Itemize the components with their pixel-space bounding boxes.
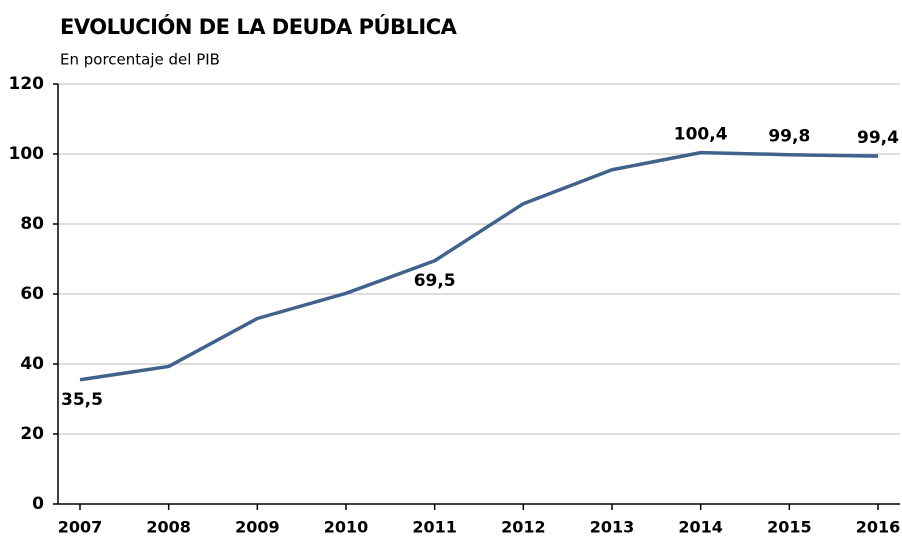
- data-label: 99,4: [857, 128, 899, 148]
- x-tick-label: 2016: [856, 518, 901, 537]
- data-label: 35,5: [61, 390, 103, 410]
- y-tick-label: 0: [32, 494, 44, 514]
- y-tick-label: 40: [20, 354, 44, 374]
- data-label: 69,5: [414, 271, 456, 291]
- y-tick-label: 80: [20, 214, 44, 234]
- data-label: 99,8: [768, 127, 810, 147]
- data-line: [79, 150, 879, 382]
- x-tick-label: 2007: [58, 518, 103, 537]
- x-tick-label: 2013: [590, 518, 635, 537]
- x-tick-label: 2012: [501, 518, 546, 537]
- x-tick-label: 2008: [146, 518, 191, 537]
- data-label: 100,4: [674, 125, 728, 145]
- chart-subtitle: En porcentaje del PIB: [60, 51, 220, 69]
- x-tick-label: 2014: [678, 518, 723, 537]
- y-tick-label: 20: [20, 424, 44, 444]
- y-tick-label: 120: [9, 74, 45, 94]
- x-tick-label: 2009: [235, 518, 280, 537]
- x-tick-label: 2011: [412, 518, 457, 537]
- chart-title: EVOLUCIÓN DE LA DEUDA PÚBLICA: [60, 14, 458, 39]
- x-tick-label: 2015: [767, 518, 812, 537]
- y-tick-label: 60: [20, 284, 44, 304]
- y-tick-label: 100: [9, 144, 45, 164]
- x-tick-label: 2010: [324, 518, 369, 537]
